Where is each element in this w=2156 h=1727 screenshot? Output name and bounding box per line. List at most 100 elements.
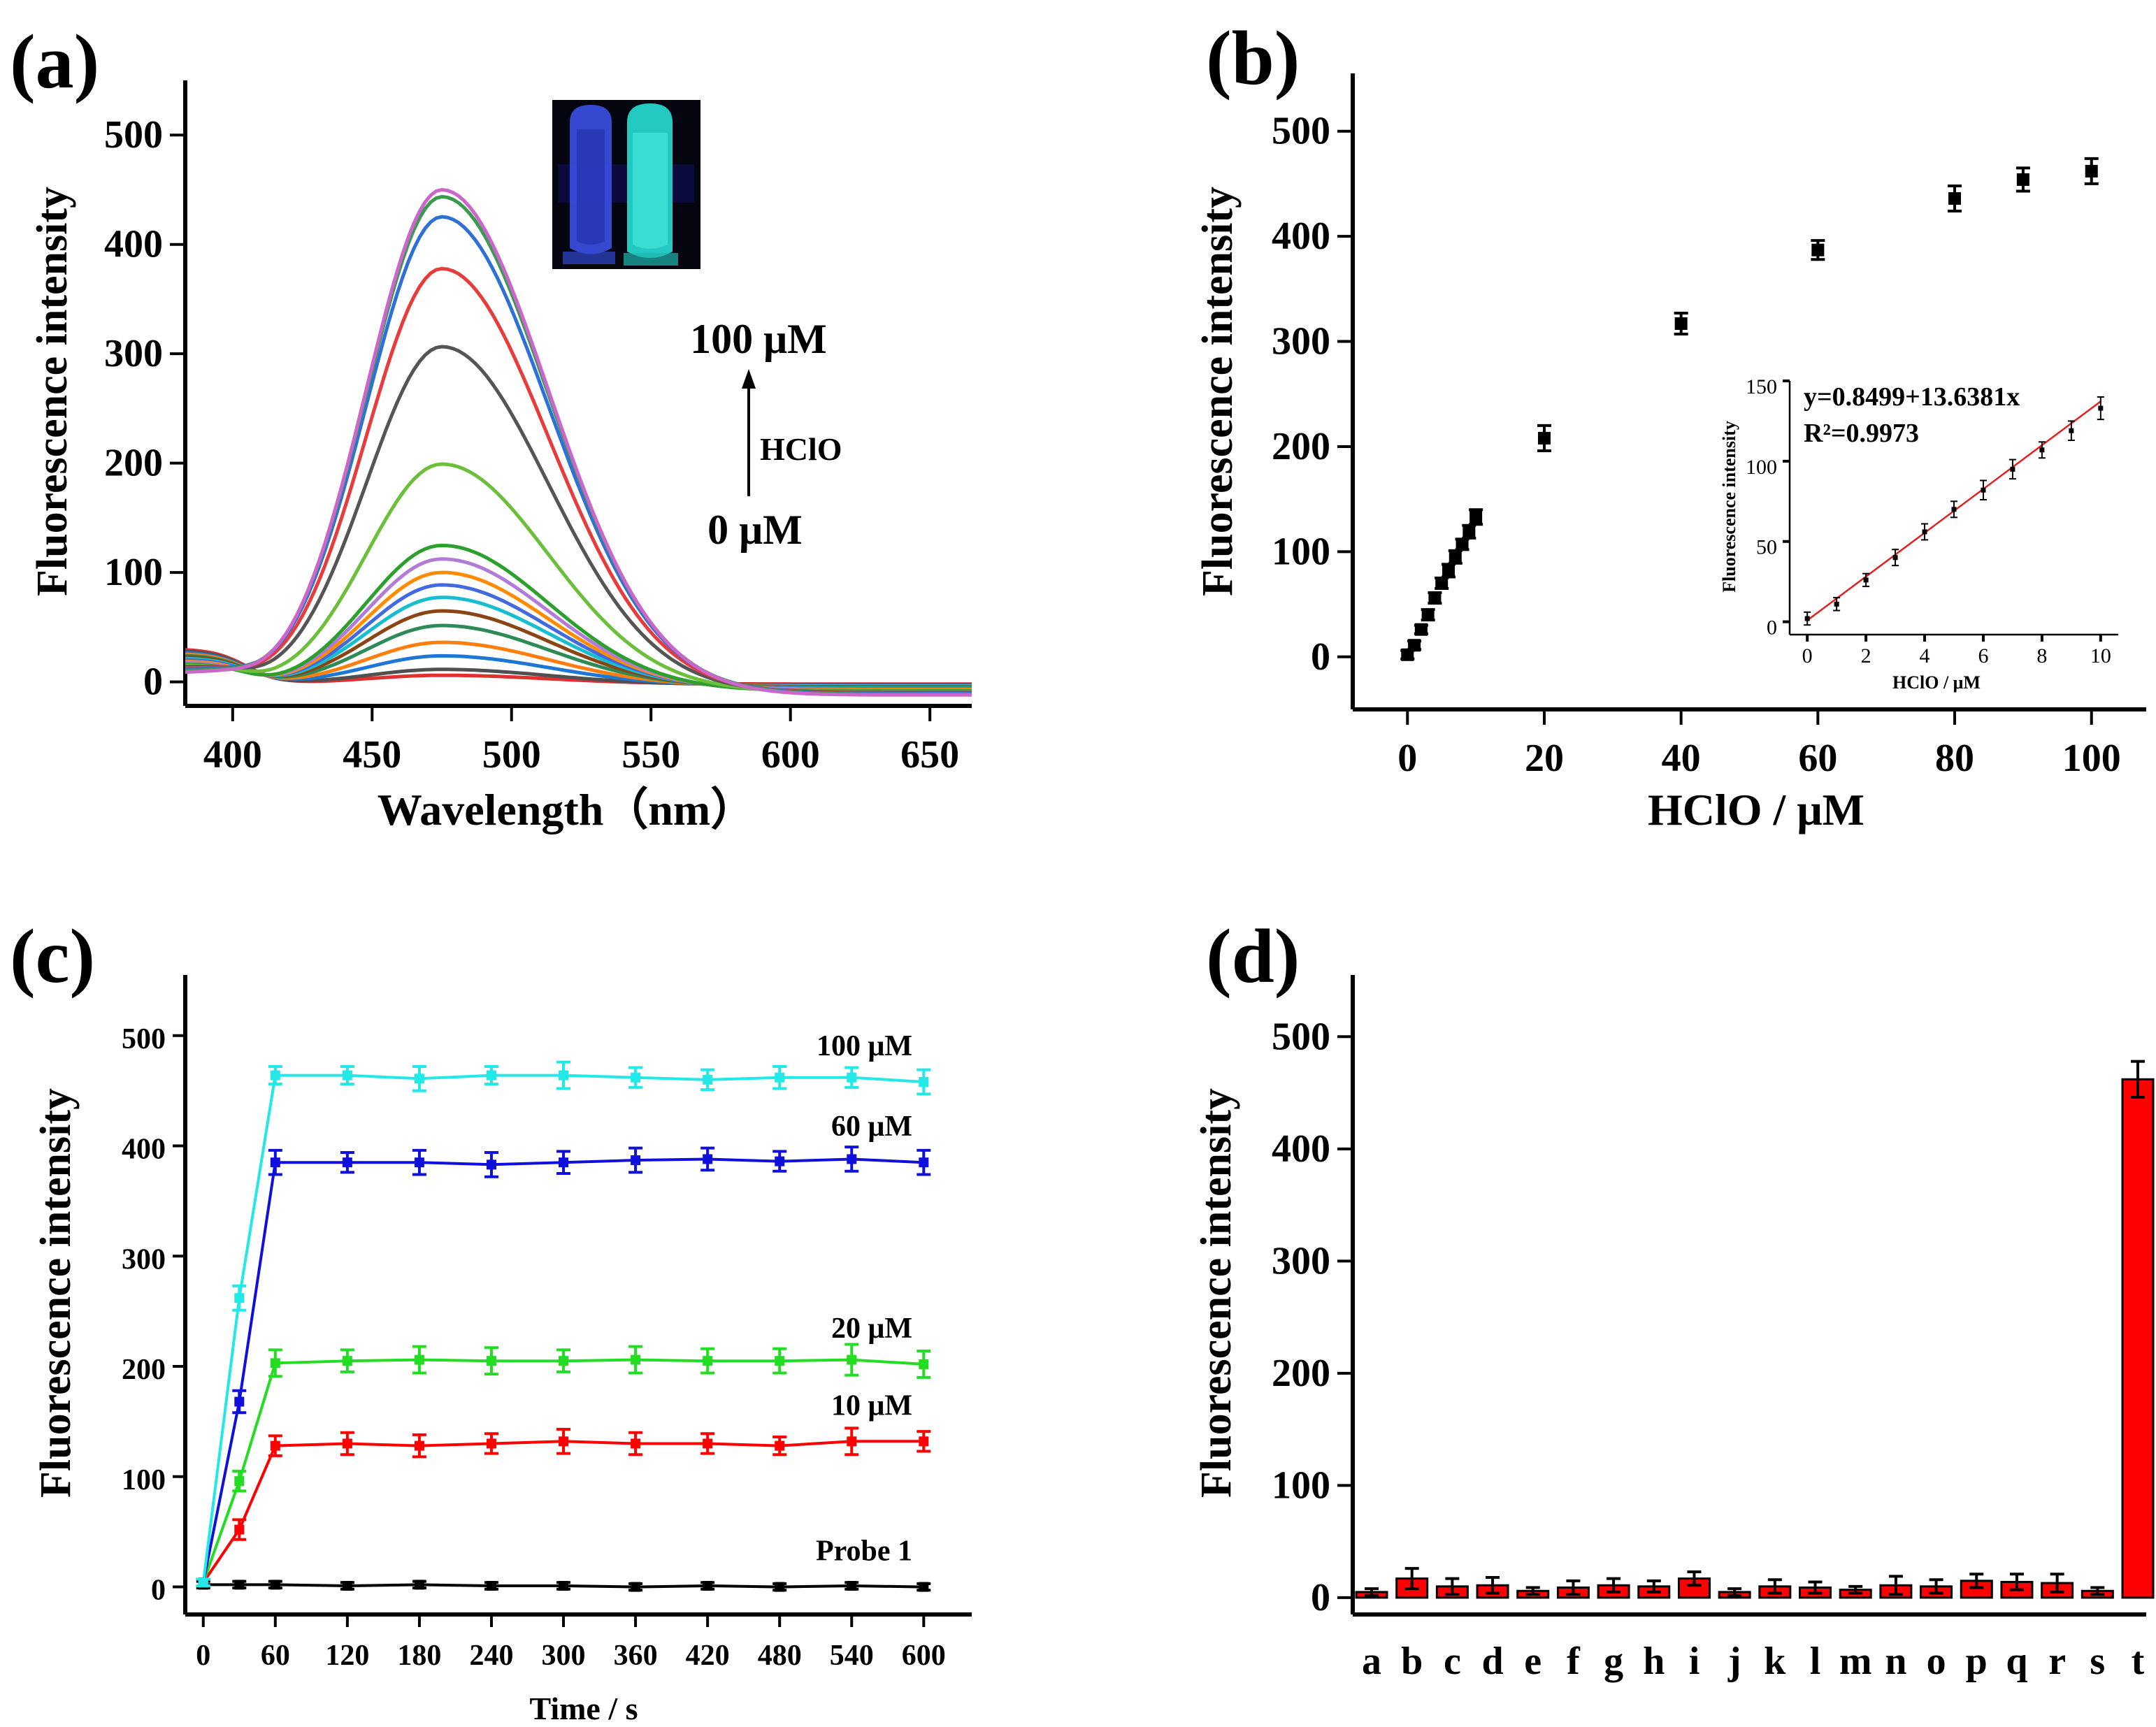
panel-a-x-ticks: 400 450 500 550 600 650: [203, 706, 959, 776]
data-point: [414, 1074, 424, 1084]
panel-c-x-tick-label: 0: [196, 1640, 210, 1672]
inset-point: [1922, 529, 1927, 535]
data-point: [270, 1440, 280, 1451]
category-label: r: [2048, 1640, 2066, 1683]
panel-d-y-tick-label: 0: [1311, 1576, 1330, 1619]
data-point: [1463, 525, 1476, 538]
inset-point: [2010, 466, 2015, 472]
inset-point: [2069, 428, 2074, 433]
panel-c-y-tick-label: 100: [122, 1464, 166, 1496]
inset-point: [1951, 507, 1957, 512]
data-point: [775, 1072, 785, 1083]
data-point: [631, 1072, 641, 1083]
panel-a-y-tick-label: 0: [143, 660, 163, 704]
data-point: [1401, 648, 1414, 661]
data-point: [847, 1354, 857, 1365]
panel-b-y-tick-label: 400: [1272, 215, 1330, 258]
data-point: [1674, 317, 1688, 330]
annotation-100uM: 100 μM: [690, 316, 827, 362]
category-label: p: [1966, 1640, 1988, 1683]
data-point: [847, 1436, 857, 1447]
panel-b-x-tick-label: 100: [2062, 737, 2121, 780]
data-point: [631, 1582, 641, 1592]
data-point: [919, 1359, 929, 1369]
panel-c-y-tick-label: 500: [122, 1023, 166, 1055]
panel-a-label: (a): [10, 19, 99, 104]
panel-d-bars: [1355, 1060, 2155, 1599]
panel-c-x-tick-label: 240: [469, 1640, 513, 1672]
panel-c-series-labels: Probe 1 10 μM 20 μM 60 μM 100 μM: [816, 1030, 912, 1568]
series-0: [196, 1580, 931, 1592]
panel-b-x-tick-label: 60: [1798, 737, 1837, 780]
inset-x-tick-label: 10: [2090, 644, 2111, 667]
series-line: [202, 1440, 924, 1584]
inset-x-tick-label: 8: [2036, 644, 2047, 667]
inset-xlabel: HClO / μM: [1892, 672, 1981, 693]
category-label: t: [2132, 1640, 2145, 1683]
panel-a-y-tick-label: 200: [104, 442, 163, 485]
data-point: [270, 1580, 280, 1590]
series-label: 20 μM: [831, 1313, 912, 1345]
series-4: [196, 1060, 931, 1588]
data-point: [1537, 431, 1551, 445]
inset-x-tick-label: 6: [1978, 644, 1988, 667]
series-line: [201, 1358, 924, 1583]
data-point: [234, 1396, 245, 1407]
data-point: [414, 1580, 424, 1590]
inset-point: [1981, 487, 1986, 493]
panel-a-y-ticks: 0 100 200 300 400 500: [104, 113, 185, 704]
data-point: [2085, 164, 2098, 178]
data-point: [775, 1440, 785, 1451]
panel-c-x-tick-label: 60: [261, 1640, 290, 1672]
series-line: [201, 1157, 924, 1583]
category-label: e: [1524, 1640, 1541, 1683]
data-point: [1428, 591, 1442, 605]
data-point: [703, 1154, 713, 1164]
panel-b-y-tick-label: 500: [1272, 110, 1330, 153]
data-point: [342, 1438, 352, 1449]
arrow-up-icon: [742, 369, 756, 389]
panel-d-y-tick-label: 200: [1272, 1352, 1330, 1395]
category-label: m: [1839, 1640, 1872, 1683]
panel-b-y-tick-label: 300: [1272, 320, 1330, 363]
panel-a-spectra: [185, 187, 972, 697]
data-point: [559, 1436, 569, 1447]
data-point: [1442, 564, 1455, 577]
panel-c-y-tick-label: 400: [122, 1134, 166, 1166]
data-point: [198, 1577, 208, 1588]
panel-c-x-tick-label: 540: [830, 1640, 874, 1672]
panel-a-y-tick-label: 300: [104, 332, 163, 375]
panel-c-x-tick-label: 420: [686, 1640, 730, 1672]
data-point: [1421, 608, 1435, 621]
panel-c-y-tick-label: 200: [122, 1354, 166, 1386]
panel-d-y-tick-label: 400: [1272, 1127, 1330, 1171]
data-point: [414, 1157, 424, 1168]
inset-x-tick-label: 2: [1861, 644, 1871, 667]
data-point: [919, 1157, 929, 1168]
panel-a: (a) 400 450 500 550 600 650 0100200300400500 …: [10, 19, 972, 834]
data-point: [1811, 243, 1825, 256]
data-point: [559, 1070, 569, 1081]
vial-photo-inset: [552, 100, 700, 269]
data-point: [414, 1354, 424, 1365]
data-point: [847, 1580, 857, 1591]
panel-d-y-tick-label: 100: [1272, 1464, 1330, 1507]
panel-c-x-tick-label: 180: [397, 1640, 441, 1672]
category-label: o: [1927, 1640, 1946, 1683]
data-point: [703, 1438, 713, 1449]
panel-b-y-tick-label: 200: [1272, 425, 1330, 468]
panel-b-label: (b): [1206, 15, 1300, 101]
panel-b-x-tick-label: 0: [1397, 737, 1417, 780]
data-point: [703, 1580, 713, 1591]
spectrum-line: [185, 215, 972, 695]
data-point: [486, 1159, 496, 1170]
series-label: Probe 1: [816, 1535, 912, 1568]
data-point: [234, 1580, 245, 1590]
data-point: [342, 1157, 352, 1168]
data-point: [775, 1356, 785, 1366]
data-point: [270, 1358, 280, 1368]
spectrum-line: [185, 462, 972, 693]
panel-b-y-tick-label: 100: [1272, 530, 1330, 573]
